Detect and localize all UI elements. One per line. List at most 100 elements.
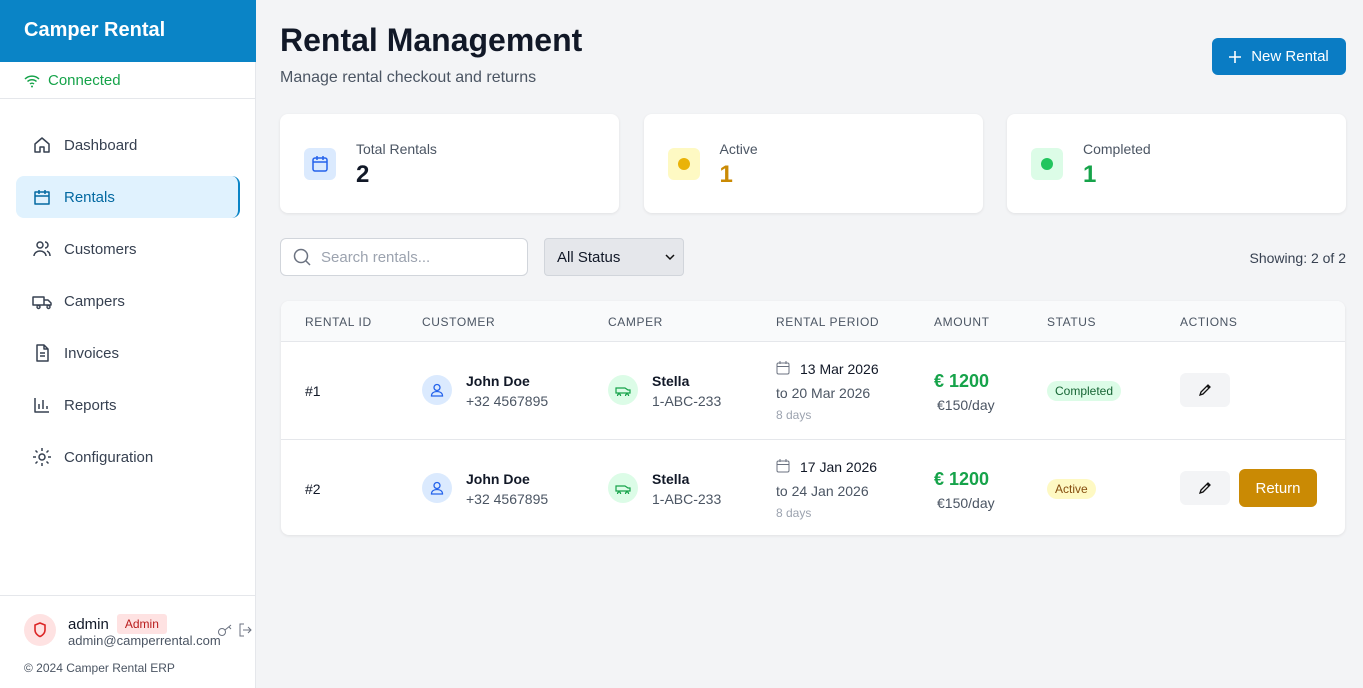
nav-label: Reports xyxy=(64,396,117,414)
search-input[interactable]: Search rentals... xyxy=(280,238,528,276)
start-date: 13 Mar 2026 xyxy=(800,361,879,377)
user-name: admin xyxy=(68,615,109,633)
table-row: #2 John Doe +32 4567895 Stella 1-ABC-233 17 J… xyxy=(281,439,1345,535)
nav-item[interactable]: Invoices xyxy=(16,332,240,374)
nav-label: Rentals xyxy=(64,188,115,206)
rental-id: #2 xyxy=(305,481,321,497)
stat-icon xyxy=(1031,148,1063,180)
icon xyxy=(34,398,49,413)
camper-plate: 1-ABC-233 xyxy=(652,491,722,507)
customer-avatar xyxy=(422,375,452,405)
select-value: All Status xyxy=(557,248,621,266)
nav-label: Dashboard xyxy=(64,136,138,154)
sidebar: Camper Rental Connected admin Admin admi… xyxy=(0,0,256,688)
new-rental-button[interactable]: New Rental xyxy=(1212,38,1346,75)
table-header xyxy=(281,301,1345,342)
stat-value: 1 xyxy=(719,161,733,188)
end-date: to 20 Mar 2026 xyxy=(776,385,871,401)
status-badge: Completed xyxy=(1047,381,1122,401)
camper-avatar xyxy=(608,473,638,503)
footer: © 2024 Camper Rental ERP xyxy=(24,661,175,675)
search-placeholder: Search rentals... xyxy=(321,248,431,266)
status-badge: Active xyxy=(1047,479,1096,499)
icon xyxy=(34,190,50,205)
status-text: Connected xyxy=(48,72,121,89)
camper-plate: 1-ABC-233 xyxy=(652,393,722,409)
nav-label: Configuration xyxy=(64,448,154,466)
nav-item[interactable]: Dashboard xyxy=(16,124,240,166)
end-date: to 24 Jan 2026 xyxy=(776,483,869,499)
icon xyxy=(34,137,50,153)
camper-name: Stella xyxy=(652,471,690,487)
stat-card: Completed 1 xyxy=(1007,114,1346,213)
icon xyxy=(36,344,49,362)
nav-item[interactable]: Rentals xyxy=(16,176,240,218)
user-actions[interactable] xyxy=(217,622,253,638)
customer-avatar xyxy=(422,473,452,503)
calendar-icon xyxy=(776,459,790,478)
page-subtitle: Manage rental checkout and returns xyxy=(280,69,537,86)
nav-label: Campers xyxy=(64,292,125,310)
camper-avatar xyxy=(608,375,638,405)
stat-label: Active xyxy=(719,141,758,157)
rentals-table: RENTAL ID CUSTOMER CAMPER RENTAL PERIOD AMOU… xyxy=(281,301,1345,535)
daily-rate: €150/day xyxy=(937,397,995,413)
divider xyxy=(0,98,256,99)
status-select[interactable]: All Status xyxy=(544,238,684,276)
stat-card: Total Rentals 2 xyxy=(280,114,619,213)
edit-button[interactable] xyxy=(1180,471,1230,505)
customer-phone: +32 4567895 xyxy=(466,393,549,409)
stat-card: Active 1 xyxy=(643,114,983,213)
rental-id: #1 xyxy=(305,383,321,399)
duration: 8 days xyxy=(776,408,812,422)
showing-count: Showing: 2 of 2 xyxy=(1249,250,1346,266)
column-header: CUSTOMER xyxy=(422,315,496,329)
duration: 8 days xyxy=(776,506,812,520)
column-header: CAMPER xyxy=(608,315,663,329)
nav-item[interactable]: Reports xyxy=(16,384,240,426)
customer-phone: +32 4567895 xyxy=(466,491,549,507)
nav-label: Invoices xyxy=(64,344,120,362)
customer-name: John Doe xyxy=(466,373,530,389)
divider xyxy=(0,595,256,596)
nav-item[interactable]: Campers xyxy=(16,280,240,322)
customer-name: John Doe xyxy=(466,471,530,487)
column-header: ACTIONS xyxy=(1180,315,1238,329)
edit-button[interactable] xyxy=(1180,373,1230,407)
icon xyxy=(33,448,51,466)
column-header: AMOUNT xyxy=(934,315,990,329)
return-button[interactable]: Return xyxy=(1239,469,1317,507)
nav-item[interactable]: Customers xyxy=(16,228,240,270)
stat-label: Completed xyxy=(1083,141,1151,157)
stat-icon xyxy=(304,148,336,180)
role-badge: Admin xyxy=(116,614,167,634)
user-avatar xyxy=(24,614,56,646)
page-title: Rental Management xyxy=(280,22,583,58)
nav-label: Customers xyxy=(64,240,137,258)
nav-item[interactable]: Configuration xyxy=(16,436,240,478)
icon xyxy=(33,241,51,257)
stat-value: 1 xyxy=(1083,161,1097,188)
stat-icon xyxy=(667,148,700,180)
user-email: admin@camperrental.com xyxy=(68,633,221,648)
daily-rate: €150/day xyxy=(937,495,995,511)
calendar-icon xyxy=(776,361,790,380)
start-date: 17 Jan 2026 xyxy=(800,459,878,475)
table-row: #1 John Doe +32 4567895 Stella 1-ABC-233 13 M… xyxy=(281,342,1345,439)
wifi-icon xyxy=(24,74,40,87)
connection-status: Connected xyxy=(24,72,121,89)
brand: Camper Rental xyxy=(0,0,256,62)
icon xyxy=(32,296,52,310)
amount: € 1200 xyxy=(934,371,990,391)
column-header: RENTAL PERIOD xyxy=(776,315,880,329)
column-header: STATUS xyxy=(1047,315,1097,329)
camper-name: Stella xyxy=(652,373,690,389)
user-row: admin Admin xyxy=(68,614,167,634)
button-label: New Rental xyxy=(1251,48,1329,65)
stat-label: Total Rentals xyxy=(356,141,437,157)
amount: € 1200 xyxy=(934,469,990,489)
stat-value: 2 xyxy=(356,161,370,188)
column-header: RENTAL ID xyxy=(305,315,372,329)
